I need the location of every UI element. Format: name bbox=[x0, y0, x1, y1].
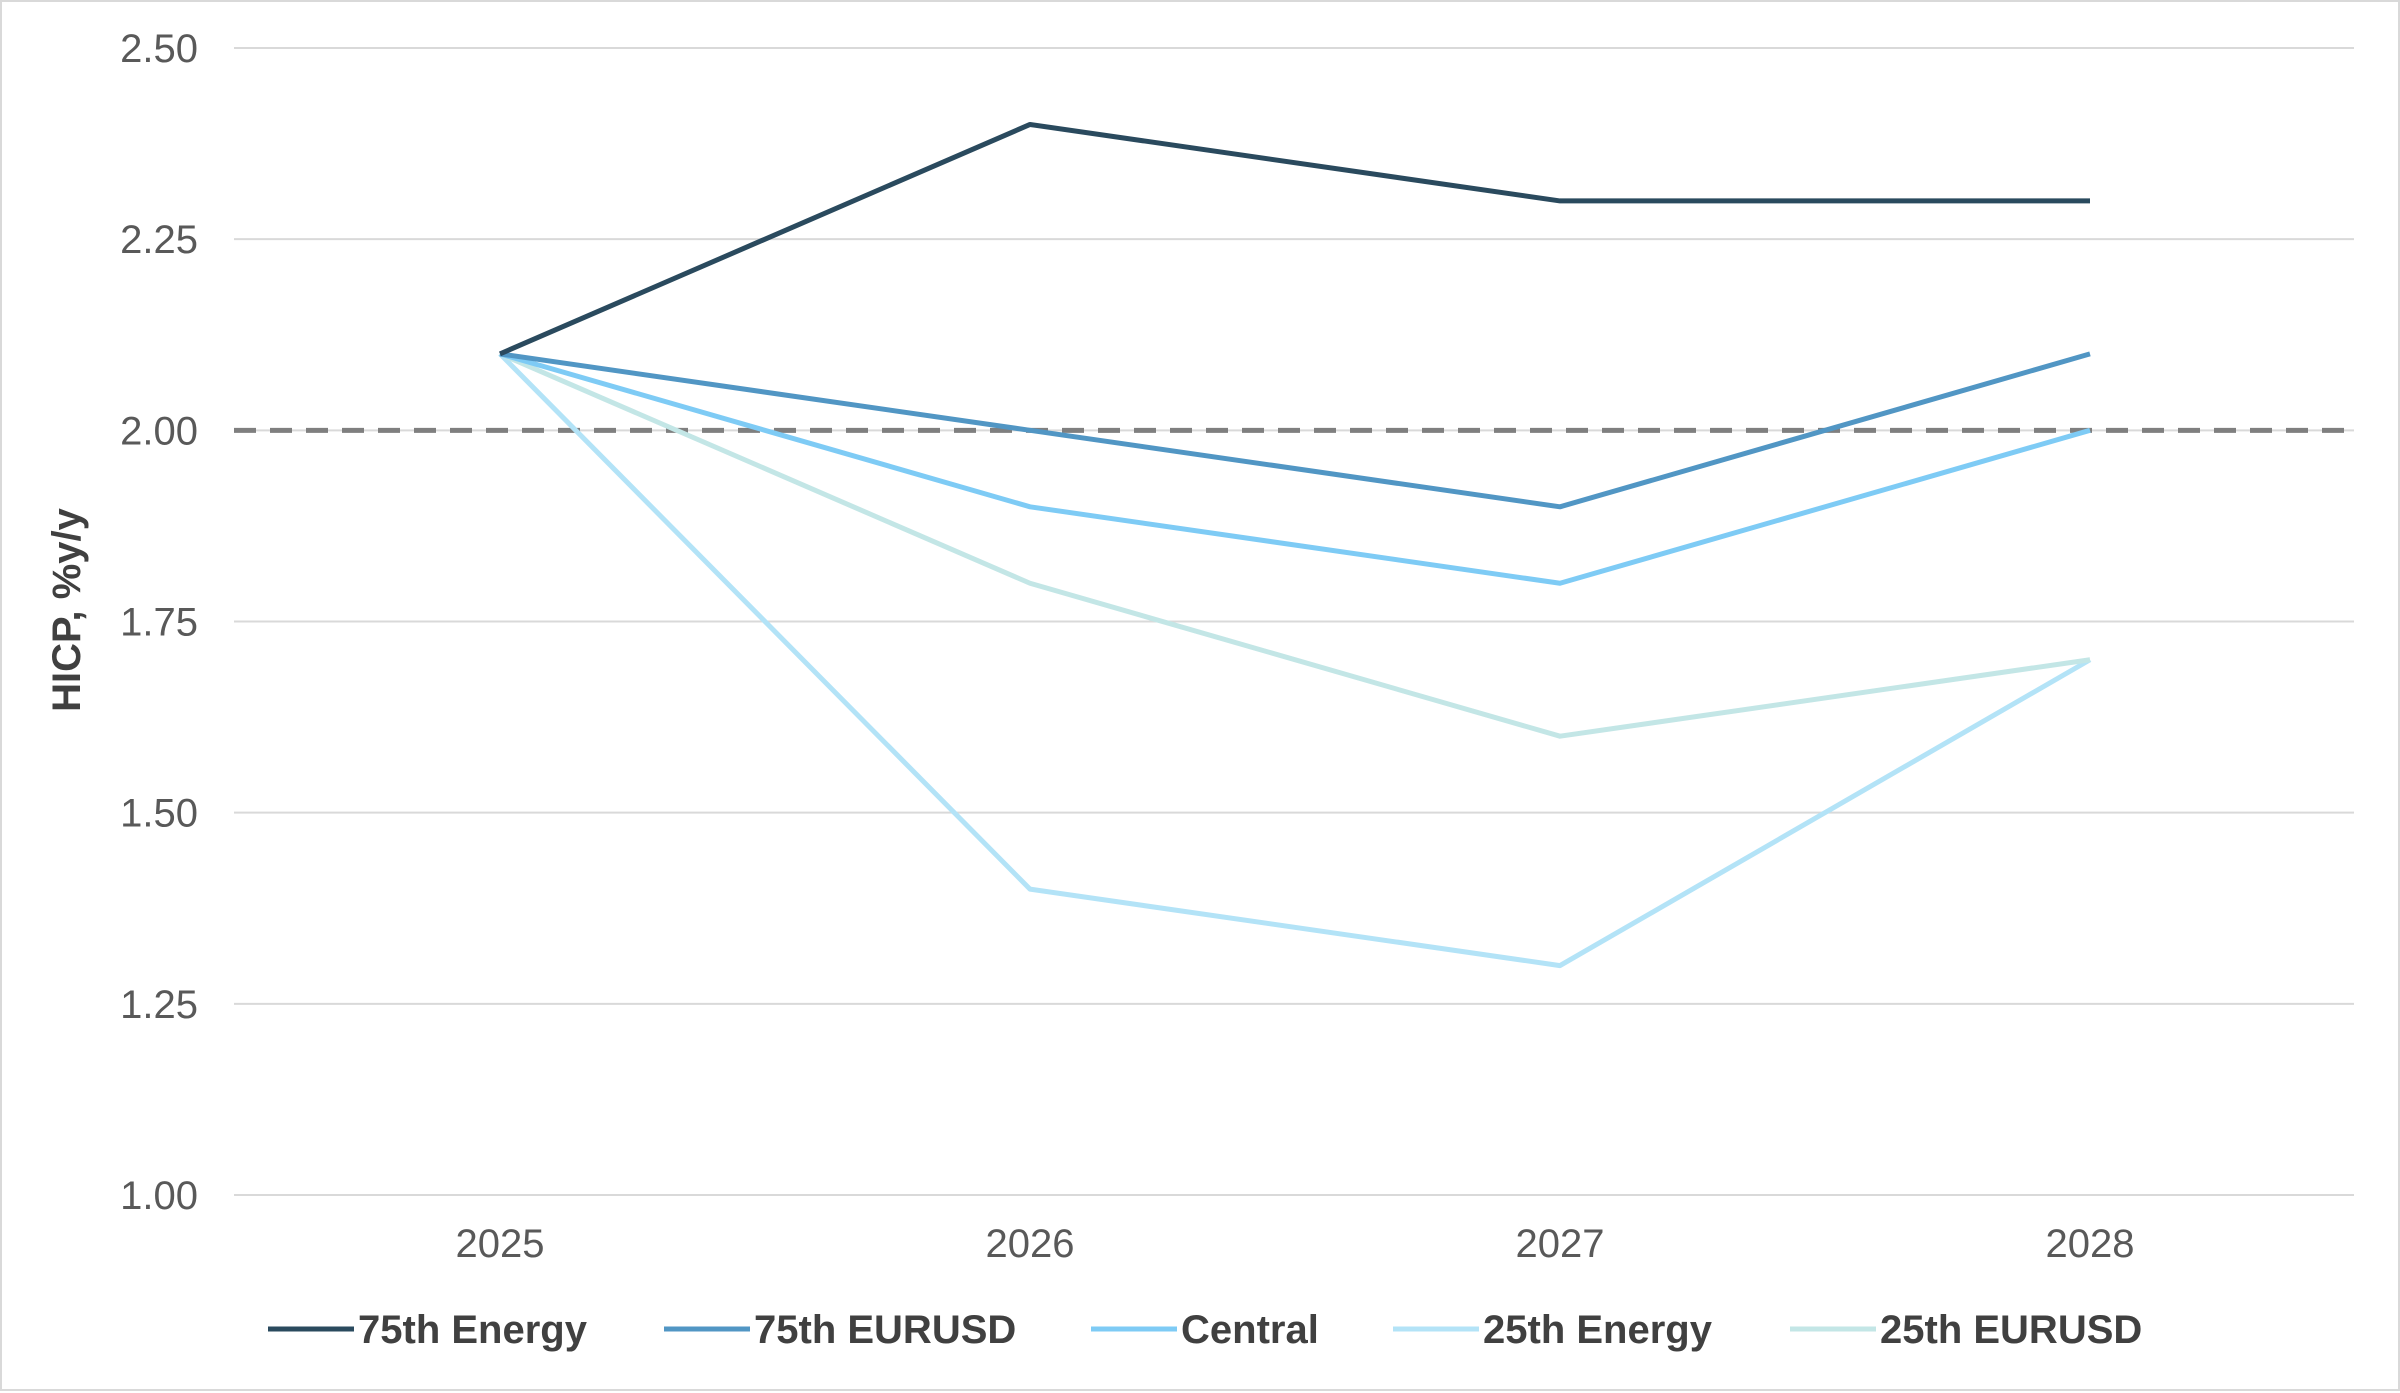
y-tick-label: 2.25 bbox=[120, 218, 198, 262]
y-axis-title: HICP, %y/y bbox=[45, 507, 89, 712]
series-line-75th-energy bbox=[499, 121, 2090, 357]
series-line-75th-eurusd bbox=[499, 351, 2091, 510]
legend-label: Central bbox=[1181, 1308, 1319, 1352]
y-tick-label: 1.25 bbox=[120, 983, 198, 1027]
x-tick-label: 2026 bbox=[986, 1222, 1075, 1266]
y-tick-label: 1.00 bbox=[120, 1174, 198, 1218]
legend: 75th Energy 75th EURUSD Central 25th Energy… bbox=[268, 1308, 2142, 1352]
y-tick-label: 1.75 bbox=[120, 601, 198, 645]
x-tick-label: 2028 bbox=[2046, 1222, 2135, 1266]
gridlines bbox=[234, 47, 2354, 1196]
y-tick-label: 1.50 bbox=[120, 792, 198, 836]
legend-label: 75th EURUSD bbox=[754, 1308, 1016, 1352]
y-axis-tick-labels: 1.00 1.25 1.50 1.75 2.00 2.25 2.50 bbox=[120, 27, 198, 1218]
series-line-25th-energy bbox=[498, 352, 2092, 969]
series-line-25th-eurusd bbox=[499, 351, 2091, 739]
y-tick-label: 2.00 bbox=[120, 409, 198, 453]
legend-label: 75th Energy bbox=[358, 1308, 588, 1352]
series-line-central bbox=[499, 351, 2091, 586]
y-tick-label: 2.50 bbox=[120, 27, 198, 71]
x-axis-tick-labels: 2025 2026 2027 2028 bbox=[456, 1222, 2135, 1266]
x-tick-label: 2027 bbox=[1516, 1222, 1605, 1266]
legend-label: 25th EURUSD bbox=[1880, 1308, 2142, 1352]
legend-label: 25th Energy bbox=[1483, 1308, 1713, 1352]
x-tick-label: 2025 bbox=[456, 1222, 545, 1266]
series-lines bbox=[498, 121, 2092, 969]
